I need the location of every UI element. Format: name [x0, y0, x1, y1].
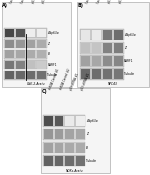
Text: CNE-2-Aratu: CNE-2-Aratu — [27, 82, 46, 86]
Bar — [43, 116, 85, 127]
Bar — [4, 60, 47, 69]
Bar — [65, 129, 74, 139]
Bar — [76, 116, 84, 126]
Bar — [80, 29, 124, 40]
Text: NPC43: NPC43 — [108, 82, 118, 86]
Bar — [92, 43, 101, 53]
Bar — [81, 56, 90, 66]
Text: p53 shRNA #1: p53 shRNA #1 — [31, 0, 41, 4]
Bar — [80, 68, 124, 80]
Bar — [26, 61, 35, 69]
Bar — [37, 61, 46, 69]
Bar — [5, 61, 14, 69]
Text: Z: Z — [124, 46, 126, 50]
Bar — [43, 155, 85, 166]
Bar — [114, 30, 123, 40]
Bar — [92, 30, 101, 40]
Text: p53 shRNA #2: p53 shRNA #2 — [118, 0, 129, 4]
Text: ΔNp63α: ΔNp63α — [124, 33, 136, 37]
Text: Tubulin: Tubulin — [86, 159, 96, 163]
Text: Tubulin: Tubulin — [124, 72, 134, 76]
Bar — [103, 56, 112, 66]
Bar — [65, 142, 74, 153]
Bar — [16, 29, 25, 37]
Bar — [26, 71, 35, 79]
Bar — [37, 50, 46, 58]
Text: shRNA Control #2: shRNA Control #2 — [59, 68, 71, 91]
Bar — [80, 55, 124, 67]
Bar — [44, 116, 53, 126]
Bar — [103, 43, 112, 53]
Bar — [76, 156, 84, 166]
Bar — [92, 69, 101, 79]
Bar — [114, 56, 123, 66]
Text: p53 shRNA #2: p53 shRNA #2 — [42, 0, 52, 4]
Bar — [103, 30, 112, 40]
Bar — [43, 129, 85, 140]
Text: B): B) — [78, 3, 84, 8]
Bar — [114, 43, 123, 53]
Bar — [76, 129, 84, 139]
Bar — [65, 156, 74, 166]
Bar — [5, 29, 14, 37]
Bar — [114, 69, 123, 79]
Bar — [44, 142, 53, 153]
Text: p53 shRNA #1: p53 shRNA #1 — [70, 72, 80, 91]
Bar — [4, 50, 47, 59]
Bar — [81, 43, 90, 53]
Text: Control shRNA #2: Control shRNA #2 — [20, 0, 32, 4]
Bar — [44, 129, 53, 139]
Bar — [81, 30, 90, 40]
Bar — [16, 40, 25, 48]
Bar — [43, 142, 85, 153]
Bar — [37, 40, 46, 48]
Bar — [55, 156, 63, 166]
Text: Tubulin: Tubulin — [47, 73, 58, 77]
Text: NOKs-Aratu: NOKs-Aratu — [66, 169, 84, 173]
Bar — [4, 39, 47, 48]
Bar — [26, 40, 35, 48]
Bar — [65, 116, 74, 126]
Bar — [26, 29, 35, 37]
Bar — [4, 71, 47, 80]
Bar — [26, 50, 35, 58]
Text: shRNA Control #1: shRNA Control #1 — [48, 68, 61, 91]
Text: ΔNp63α: ΔNp63α — [47, 31, 59, 35]
Bar — [80, 42, 124, 54]
Text: p53 shRNA #1: p53 shRNA #1 — [107, 0, 118, 4]
Bar — [92, 56, 101, 66]
Bar — [37, 71, 46, 79]
Bar — [77, 2, 148, 87]
Bar — [40, 88, 110, 173]
Bar — [55, 142, 63, 153]
Bar — [16, 50, 25, 58]
Bar — [16, 71, 25, 79]
Text: Z: Z — [86, 132, 88, 136]
Text: Control shRNA #1: Control shRNA #1 — [85, 0, 98, 4]
Bar — [76, 142, 84, 153]
Text: B: B — [86, 146, 88, 149]
Bar — [5, 50, 14, 58]
Text: Z: Z — [47, 42, 50, 46]
Bar — [2, 2, 71, 87]
Text: BARF1: BARF1 — [47, 63, 57, 67]
Bar — [16, 61, 25, 69]
Bar — [81, 69, 90, 79]
Bar — [4, 29, 47, 38]
Bar — [44, 156, 53, 166]
Bar — [103, 69, 112, 79]
Bar — [5, 40, 14, 48]
Text: A): A) — [2, 3, 8, 8]
Text: Control shRNA #2: Control shRNA #2 — [96, 0, 109, 4]
Text: BARF1: BARF1 — [124, 59, 134, 63]
Text: p53 shRNA #2: p53 shRNA #2 — [80, 72, 91, 91]
Bar — [5, 71, 14, 79]
Text: ΔNp63α: ΔNp63α — [86, 119, 98, 123]
Bar — [55, 116, 63, 126]
Bar — [37, 29, 46, 37]
Bar — [55, 129, 63, 139]
Text: Control shRNA #1: Control shRNA #1 — [10, 0, 22, 4]
Text: B: B — [47, 52, 50, 56]
Text: C): C) — [41, 89, 47, 94]
